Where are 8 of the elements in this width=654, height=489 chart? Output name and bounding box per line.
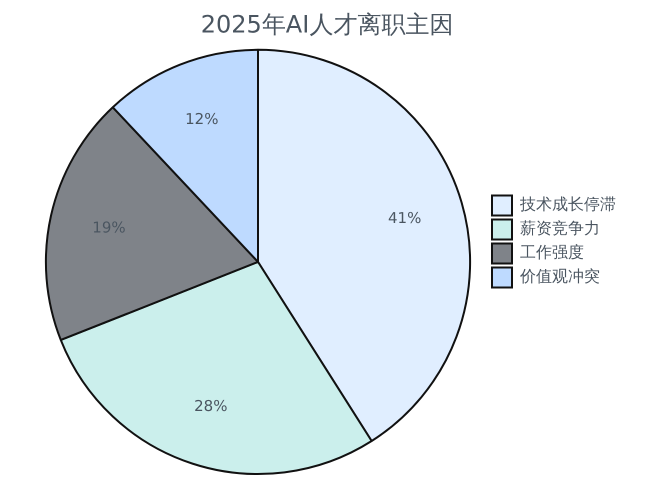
legend-label: 价值观冲突 bbox=[519, 266, 600, 286]
chart-title: 2025年AI人才离职主因 bbox=[200, 10, 454, 39]
data-label: 28% bbox=[194, 397, 228, 416]
legend-label: 工作强度 bbox=[520, 242, 584, 262]
legend-label: 薪资竞争力 bbox=[520, 218, 600, 238]
data-label: 41% bbox=[388, 209, 422, 228]
data-label: 12% bbox=[185, 110, 218, 128]
legend-label: 技术成长停滞 bbox=[519, 194, 616, 214]
